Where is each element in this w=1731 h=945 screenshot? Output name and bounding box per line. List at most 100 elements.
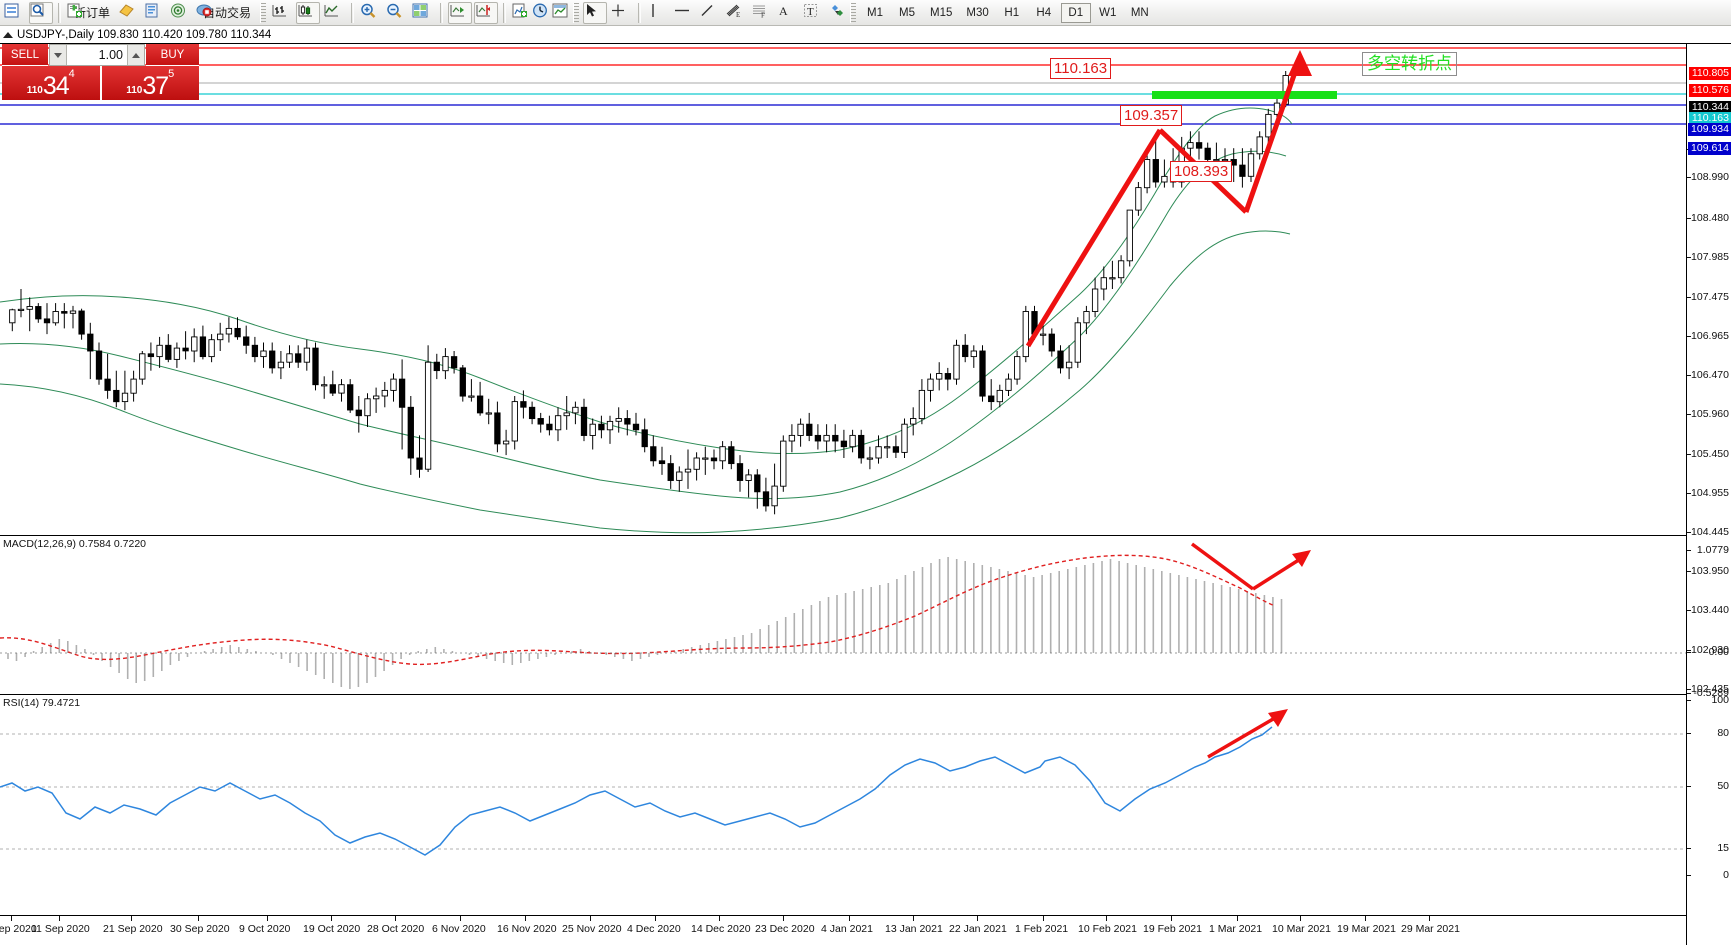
date-tick-label: 9 Oct 2020 — [239, 923, 291, 935]
price-pane[interactable]: 110.163 109.357 108.393 多空转折点 — [0, 44, 1686, 534]
equidistant-channel-icon[interactable]: E — [724, 2, 748, 24]
period-icon[interactable] — [531, 2, 549, 24]
crosshair-icon[interactable] — [609, 2, 633, 24]
macd-arrow-down — [1190, 542, 1255, 591]
buy-price-prefix: 110 — [126, 85, 143, 96]
buy-price[interactable]: 110 37 5 — [101, 66, 199, 100]
autotrading-button[interactable]: 自动交易 — [195, 2, 256, 24]
chart-shift-icon[interactable] — [474, 1, 499, 24]
trendline-icon[interactable] — [698, 2, 722, 24]
arrow-up-leg-1 — [1025, 128, 1163, 348]
signals-icon[interactable] — [169, 2, 193, 24]
vertical-line-icon[interactable] — [646, 2, 670, 24]
volume-stepper[interactable]: 1.00 — [49, 44, 145, 66]
text-icon[interactable]: A — [776, 2, 800, 24]
turning-point-note[interactable]: 多空转折点 — [1362, 52, 1457, 76]
volume-value[interactable]: 1.00 — [98, 48, 123, 62]
date-tick-label: 19 Oct 2020 — [303, 923, 361, 935]
new-chart-icon[interactable] — [3, 2, 27, 24]
price-tag[interactable]: 110.805 — [1688, 67, 1731, 80]
buy-price-main: 37 — [142, 72, 169, 100]
sell-price[interactable]: 110 34 4 — [2, 66, 102, 100]
horizontal-line-icon[interactable] — [672, 2, 696, 24]
buy-button[interactable]: BUY — [146, 44, 199, 66]
price-tick-label: 107.985 — [1691, 251, 1729, 263]
cursor-arrow-icon[interactable] — [583, 1, 608, 24]
new-order-button[interactable]: 新订单 — [66, 2, 115, 24]
chart-area[interactable]: 110.163 109.357 108.393 多空转折点 MACD(12,26… — [0, 43, 1731, 945]
templates-icon[interactable] — [551, 2, 569, 24]
date-tick-label: 11 Sep 2020 — [31, 923, 90, 935]
macd-tick-label: 0.00 — [1708, 646, 1729, 658]
price-tag[interactable]: 110.576 — [1688, 84, 1731, 97]
candlestick-chart-icon[interactable] — [296, 1, 321, 24]
rsi-pane[interactable]: RSI(14) 79.4721 — [0, 694, 1686, 914]
sell-price-pip: 4 — [68, 68, 75, 80]
timeframe-m15[interactable]: M15 — [930, 6, 953, 19]
timeframe-m5[interactable]: M5 — [899, 6, 916, 19]
macd-pane[interactable]: MACD(12,26,9) 0.7584 0.7220 — [0, 535, 1686, 693]
price-tick-label: 108.480 — [1691, 212, 1729, 224]
price-tick-label: 105.960 — [1691, 408, 1729, 420]
price-tag[interactable]: 110.344 — [1688, 101, 1731, 114]
level-109-357-label[interactable]: 109.357 — [1120, 105, 1183, 126]
arrow-up-leg-2 — [1243, 57, 1303, 213]
timeframe-m30[interactable]: M30 — [966, 6, 989, 19]
rsi-arrow-annotation — [1207, 709, 1288, 759]
new-order-label: 新订单 — [74, 6, 111, 20]
navigator-icon[interactable] — [143, 2, 167, 24]
rsi-indicator-label: RSI(14) 79.4721 — [3, 697, 81, 709]
fibonacci-icon[interactable]: F — [750, 2, 774, 24]
price-tick-label: 105.450 — [1691, 448, 1729, 460]
price-tag[interactable]: 109.934 — [1688, 123, 1731, 136]
text-label-icon[interactable]: T — [802, 2, 826, 24]
timeframe-d1[interactable]: D1 — [1060, 2, 1091, 23]
auto-scroll-icon[interactable] — [448, 1, 473, 24]
timeframe-h4[interactable]: H4 — [1036, 6, 1052, 19]
price-chart-svg — [0, 47, 1686, 534]
sell-price-main: 34 — [42, 72, 70, 100]
timeframe-h1[interactable]: H1 — [1004, 6, 1020, 19]
line-chart-icon[interactable] — [322, 2, 346, 24]
date-tick-label: 13 Jan 2021 — [885, 923, 943, 935]
level-108-393-label[interactable]: 108.393 — [1170, 161, 1233, 182]
date-tick-label: 2 Sep 2020 — [0, 923, 37, 935]
price-tag[interactable]: 109.614 — [1688, 142, 1731, 155]
price-scale[interactable]: 109.500108.990108.480107.985107.475106.9… — [1686, 44, 1731, 945]
volume-decrease-button[interactable] — [50, 45, 67, 65]
sell-button[interactable]: SELL — [2, 44, 48, 66]
price-tick-label: 104.445 — [1691, 526, 1729, 538]
volume-increase-button[interactable] — [127, 45, 144, 65]
shapes-icon[interactable] — [828, 2, 846, 24]
level-110-163-label[interactable]: 110.163 — [1050, 58, 1112, 79]
timeframe-m1[interactable]: M1 — [867, 6, 884, 19]
bar-chart-icon[interactable] — [270, 2, 294, 24]
symbol-info-text: USDJPY-,Daily 109.830 110.420 109.780 11… — [17, 29, 272, 41]
rsi-line — [0, 726, 1273, 856]
price-tick-label: 107.475 — [1691, 291, 1729, 303]
toolbar-grip-2[interactable] — [573, 2, 580, 23]
market-watch-icon[interactable] — [29, 1, 53, 24]
svg-text:F: F — [761, 11, 765, 19]
timeframe-w1[interactable]: W1 — [1099, 6, 1117, 19]
toolbar-grip-3[interactable] — [850, 2, 857, 23]
rsi-arrow-head — [1268, 709, 1288, 727]
macd-arrow-annotations — [1190, 542, 1311, 591]
svg-text:E: E — [736, 11, 740, 19]
metaeditor-icon[interactable] — [117, 2, 141, 24]
toolbar-separator-4 — [503, 2, 507, 23]
zoom-out-icon[interactable] — [385, 2, 409, 24]
timeframe-mn[interactable]: MN — [1130, 6, 1149, 19]
collapse-triangle-icon[interactable] — [3, 32, 13, 38]
one-click-trading-panel[interactable]: SELL 1.00 BUY 110 34 4 110 37 5 — [2, 44, 199, 100]
resistance-band — [1152, 91, 1337, 99]
tile-windows-icon[interactable] — [411, 2, 435, 24]
date-tick-label: 4 Jan 2021 — [821, 923, 873, 935]
price-tick-label: 102.930 — [1691, 644, 1729, 656]
zoom-in-icon[interactable] — [359, 2, 383, 24]
svg-text:T: T — [807, 6, 814, 18]
indicators-icon[interactable] — [511, 2, 529, 24]
toolbar-grip[interactable] — [260, 2, 267, 23]
price-tag[interactable]: 110.163 — [1688, 112, 1731, 125]
